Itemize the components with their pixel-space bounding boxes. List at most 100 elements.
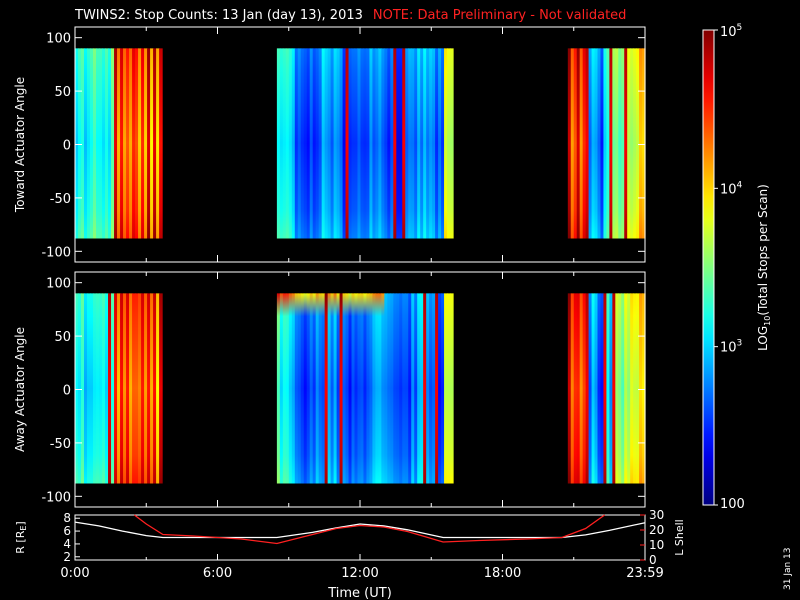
toward-data-column: [120, 48, 124, 239]
away-data-column: [624, 293, 628, 484]
colorbar-label: LOG10(Total Stops per Scan): [756, 184, 772, 351]
toward-data-column: [150, 48, 154, 239]
toward-data-column: [597, 48, 602, 239]
toward-data-column: [639, 48, 643, 239]
toward-data-column: [390, 48, 394, 239]
away-data-column: [399, 293, 403, 484]
ephemeris-xtick-label: 0:00: [60, 566, 89, 581]
away-data-column: [105, 293, 109, 484]
toward-data-column: [345, 48, 350, 239]
toward-data-block-3: [567, 48, 646, 239]
toward-data-column: [405, 48, 409, 239]
away-data-column: [393, 293, 397, 484]
away-data-column: [576, 293, 581, 484]
away-data-column: [360, 293, 365, 484]
away-data-column: [87, 293, 91, 484]
toward-data-column: [291, 48, 296, 239]
toward-data-column: [156, 48, 160, 239]
away-data-column: [324, 293, 329, 484]
toward-data-column: [360, 48, 365, 239]
away-data-column: [591, 293, 596, 484]
toward-data-column: [615, 48, 619, 239]
toward-data-column: [417, 48, 421, 239]
away-data-column: [366, 293, 371, 484]
away-data-column: [642, 293, 646, 484]
away-data-column: [336, 293, 341, 484]
away-data-column: [630, 293, 634, 484]
away-data-column: [351, 293, 356, 484]
away-data-column: [321, 293, 326, 484]
away-data-column: [354, 293, 359, 484]
away-data-column: [126, 293, 130, 484]
away-data-column: [129, 293, 133, 484]
toward-data-column: [102, 48, 106, 239]
away-data-column: [300, 293, 305, 484]
colorbar-tick-label: 104: [720, 180, 743, 197]
toward-data-column: [588, 48, 593, 239]
away-data-column: [342, 293, 347, 484]
away-data-column: [117, 293, 121, 484]
toward-ytick-label: 50: [54, 85, 71, 100]
away-data-column: [279, 293, 284, 484]
colorbar-tick-label: 105: [720, 23, 742, 40]
away-data-column: [291, 293, 296, 484]
toward-data-column: [384, 48, 388, 239]
away-ytick-label: -100: [41, 490, 71, 505]
away-data-column: [108, 293, 112, 484]
toward-data-column: [441, 48, 445, 239]
away-data-column: [621, 293, 625, 484]
away-data-column: [81, 293, 85, 484]
away-data-column: [330, 293, 335, 484]
away-data-column: [615, 293, 619, 484]
ephemeris-xlabel: Time (UT): [327, 586, 392, 600]
away-data-column: [102, 293, 106, 484]
toward-data-column: [576, 48, 581, 239]
toward-data-column: [591, 48, 596, 239]
toward-data-column: [318, 48, 323, 239]
away-data-column: [633, 293, 637, 484]
colorbar: [702, 29, 718, 506]
toward-data-column: [354, 48, 359, 239]
away-data-column: [123, 293, 127, 484]
away-data-column: [582, 293, 587, 484]
away-data-column: [414, 293, 418, 484]
ephemeris-right-ytick-label: 20: [649, 523, 664, 537]
toward-data-column: [585, 48, 590, 239]
toward-data-column: [309, 48, 314, 239]
ephemeris-xtick-label: 23:59: [626, 566, 663, 581]
colorbar-tick-label: 100: [720, 497, 745, 512]
toward-data-column: [93, 48, 97, 239]
colorbar-tick-label: 103: [720, 339, 742, 356]
away-data-column: [450, 293, 454, 484]
away-data-column: [288, 293, 293, 484]
toward-data-column: [339, 48, 344, 239]
away-ytick-label: 50: [54, 330, 71, 345]
radius-line: [74, 521, 646, 539]
away-data-column: [75, 293, 79, 484]
away-data-column: [447, 293, 451, 484]
ephemeris-right-ytick-label: 30: [649, 508, 664, 522]
away-data-column: [159, 293, 163, 484]
ephemeris-left-ylabel: R [RE]: [14, 521, 28, 553]
away-data-column: [138, 293, 142, 484]
toward-data-column: [90, 48, 94, 239]
toward-data-column: [78, 48, 82, 239]
away-data-column: [156, 293, 160, 484]
ephemeris-panel: [74, 514, 646, 561]
away-data-column: [345, 293, 350, 484]
away-data-column: [96, 293, 100, 484]
away-data-column: [438, 293, 442, 484]
away-data-block-3: [567, 293, 646, 484]
away-data-column: [78, 293, 82, 484]
toward-data-column: [612, 48, 616, 239]
ephemeris-left-ytick-label: 8: [63, 511, 71, 525]
away-data-column: [306, 293, 311, 484]
away-data-column: [111, 293, 115, 484]
toward-data-column: [141, 48, 145, 239]
toward-data-column: [369, 48, 374, 239]
away-data-column: [357, 293, 362, 484]
toward-data-column: [147, 48, 151, 239]
away-data-column: [369, 293, 374, 484]
away-data-column: [84, 293, 88, 484]
toward-data-column: [579, 48, 584, 239]
